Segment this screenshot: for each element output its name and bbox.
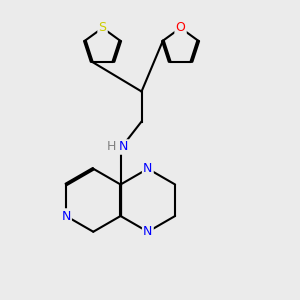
Text: S: S xyxy=(99,21,106,34)
Text: H: H xyxy=(107,140,116,154)
Text: N: N xyxy=(61,209,71,223)
Text: N: N xyxy=(119,140,128,154)
Text: O: O xyxy=(176,21,185,34)
Text: N: N xyxy=(143,225,152,238)
Text: N: N xyxy=(143,162,152,175)
